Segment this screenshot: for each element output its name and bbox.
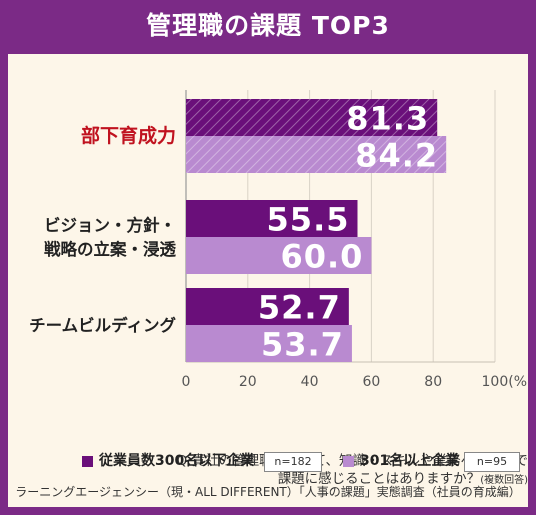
- legend-n-series1: n=182: [264, 452, 322, 472]
- legend-n-series2: n=95: [464, 452, 520, 472]
- category-label: チームビルディング: [29, 315, 176, 335]
- question-line-2: 課題に感じることはありますか？: [277, 471, 481, 487]
- bar: [186, 200, 358, 237]
- bar-chart: 81.3 55.5 52.7 84.2 60.0 53.7 部下育成力ビジョン・方針・戦略…: [29, 90, 528, 390]
- x-tick-label: 80: [424, 374, 442, 390]
- x-tick-label: 20: [239, 374, 257, 390]
- x-tick-label: 0: [182, 374, 191, 390]
- question-note: (複数回答): [480, 475, 528, 486]
- bar: [186, 288, 349, 325]
- bar-value-label: 52.7: [258, 289, 341, 327]
- legend-label-series1: 従業員数300名以下企業: [99, 453, 255, 469]
- bar-value-label: 53.7: [261, 326, 344, 364]
- bar-value-label: 55.5: [267, 201, 350, 239]
- bar-value-label: 81.3: [346, 100, 429, 138]
- category-label: 部下育成力: [81, 124, 176, 147]
- bar-hatch: [186, 99, 438, 136]
- source-note: ラーニングエージェンシー（現・ALL DIFFERENT）「人事の課題」実態調査…: [15, 485, 521, 499]
- chart-title: 管理職の課題 TOP3: [146, 11, 390, 40]
- x-tick-label: 60: [362, 374, 380, 390]
- bar: [186, 237, 372, 274]
- legend-swatch-series1: [82, 456, 93, 467]
- category-label: ビジョン・方針・: [44, 215, 176, 235]
- legend-swatch-series2: [343, 456, 354, 467]
- bar-hatch: [186, 136, 447, 173]
- bar-value-label: 84.2: [355, 137, 438, 175]
- bar: [186, 325, 352, 362]
- x-tick-label: 40: [301, 374, 319, 390]
- category-label: 戦略の立案・浸透: [44, 239, 177, 259]
- x-tick-label: 100(%): [482, 374, 528, 390]
- bar-value-label: 60.0: [280, 238, 363, 276]
- legend-label-series2: 301名以上企業: [360, 453, 460, 469]
- chart-panel: 81.3 55.5 52.7 84.2 60.0 53.7 部下育成力ビジョン・方針・ 戦略…: [8, 54, 528, 507]
